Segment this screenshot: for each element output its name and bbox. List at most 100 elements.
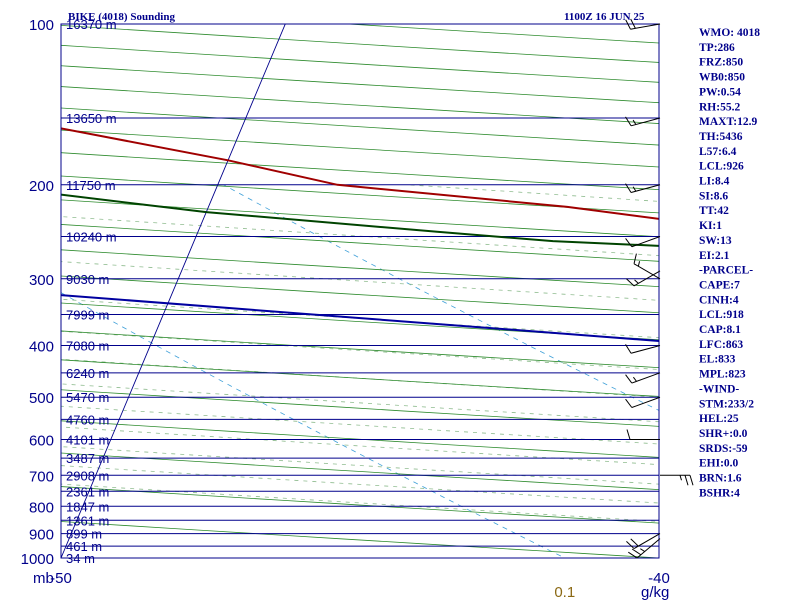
mixing-ratio-lines: [61, 184, 659, 558]
moist-adiabat-line: [61, 383, 659, 423]
index-item: LI:8.4: [699, 176, 730, 188]
index-item: WB0:850: [699, 72, 745, 84]
pressure-label: 200: [29, 178, 54, 195]
pressure-labels: 100 200 300 400 500 600 700 800 900 1000: [21, 17, 54, 568]
index-item: TT:42: [699, 205, 729, 217]
wind-barb-flag: [625, 116, 632, 127]
wind-barb-half-flag: [679, 475, 682, 481]
height-label: 4101 m: [66, 433, 109, 448]
index-item: EHI:0.0: [699, 458, 739, 470]
mixing-ratio-tick-labels: 0.10.20.61.02.03.05.010.020.040.0: [554, 584, 575, 600]
wind-barb: [660, 474, 694, 486]
wind-barb: [625, 372, 661, 384]
wind-barb-staff: [636, 538, 661, 559]
plot-frame: [60, 23, 660, 559]
isotherm-line: [61, 24, 286, 558]
dry-adiabat-line: [61, 302, 659, 341]
index-item: CINH:4: [699, 294, 739, 306]
dry-adiabat-line: [341, 24, 659, 44]
height-label: 7080 m: [66, 339, 109, 354]
wind-barb: [633, 253, 661, 280]
pressure-label: 900: [29, 527, 54, 544]
height-label: 1361 m: [66, 513, 109, 528]
moist-adiabat-line: [61, 483, 659, 522]
pressure-label: 600: [29, 433, 54, 450]
wind-barb-half-flag: [634, 279, 639, 284]
wind-barb-flag: [628, 551, 638, 559]
height-label: 9030 m: [66, 272, 109, 287]
dry-adiabat-line: [61, 420, 659, 458]
wind-barb-flag: [625, 183, 632, 193]
indices-panel: WMO: 4018 TP:286 FRZ:850 WB0:850 PW:0.54 RH:5…: [699, 27, 760, 499]
height-label: 7999 m: [66, 308, 109, 323]
height-label: 11750 m: [66, 178, 116, 193]
dry-adiabat-line: [561, 0, 800, 569]
wind-barb-flag: [630, 538, 639, 547]
wind-barb: [628, 538, 661, 559]
wind-barb-flag: [626, 541, 635, 549]
moist-adiabats: [61, 184, 659, 522]
moist-adiabat-line: [61, 465, 659, 504]
parcel-trace-line: [61, 294, 659, 342]
height-label: 4760 m: [66, 412, 109, 427]
height-label: 899 m: [66, 527, 102, 542]
dry-adiabat-line: [61, 199, 659, 238]
moist-adiabat-line: [61, 426, 659, 466]
dewpoint-line: [61, 193, 659, 247]
grid-layer: [61, 0, 800, 569]
index-item: EI:2.1: [699, 250, 730, 262]
dry-adiabat-line: [61, 25, 659, 63]
index-item: RH:55.2: [699, 101, 740, 113]
wind-barb: [625, 183, 661, 193]
isotherms: [61, 24, 659, 558]
index-item: LCL:918: [699, 309, 744, 321]
mixing-ratio-tick-label: 0.1: [554, 584, 575, 600]
index-item: LCL:926: [699, 161, 744, 173]
dry-adiabat-line: [61, 152, 659, 191]
wind-barb: [625, 18, 661, 30]
dry-adiabat-line: [61, 275, 659, 314]
moist-adiabat-line: [61, 446, 659, 485]
wind-barb-flag: [626, 278, 635, 287]
wind-barb-flag: [625, 238, 633, 248]
dry-adiabat-line: [61, 86, 659, 124]
dry-adiabat-line: [61, 521, 659, 558]
pressure-label: 300: [29, 272, 54, 289]
index-item: CAP:8.1: [699, 324, 741, 336]
index-item: CAPE:7: [699, 279, 740, 291]
wind-barb-flag: [631, 548, 642, 556]
wind-barb-staff: [631, 396, 661, 408]
profile-layer: [61, 127, 659, 342]
dry-adiabat-line: [61, 486, 659, 524]
index-item: -WIND-: [699, 383, 739, 395]
wind-barb: [625, 344, 661, 354]
index-item: -PARCEL-: [699, 265, 753, 277]
dry-adiabat-line: [61, 330, 659, 369]
wind-barb-half-flag: [632, 119, 637, 125]
wind-barb: [626, 533, 661, 549]
temperature-tick-label: -50: [50, 570, 72, 587]
wind-barb-flag: [625, 344, 632, 354]
wind-barb-flag: [625, 19, 631, 30]
isobars: [61, 24, 659, 558]
index-item: BRN:1.6: [699, 473, 742, 485]
height-label: 461 m: [66, 539, 102, 554]
station-title: BIKE (4018) Sounding: [68, 11, 175, 23]
dry-adiabat-line: [61, 65, 659, 104]
pressure-unit-label: mb: [33, 570, 54, 587]
temperature-line: [61, 127, 659, 220]
moist-adiabat-line: [61, 358, 659, 398]
dry-adiabat-line: [61, 44, 659, 83]
temperature-tick-labels: -50-40-30-20-10010203040: [50, 570, 670, 587]
wind-barb-staff: [631, 236, 661, 248]
sounding-time: 1100Z 16 JUN 25: [564, 11, 645, 23]
dry-adiabats: [61, 0, 800, 569]
index-item: SRDS:-59: [699, 443, 748, 455]
pressure-label: 500: [29, 390, 54, 407]
moist-adiabat-line: [61, 261, 659, 301]
wind-barb-flag: [625, 374, 633, 384]
index-item: FRZ:850: [699, 57, 743, 69]
mixing-ratio-unit-label: g/kg: [641, 584, 669, 600]
height-label: 13650 m: [66, 111, 117, 126]
